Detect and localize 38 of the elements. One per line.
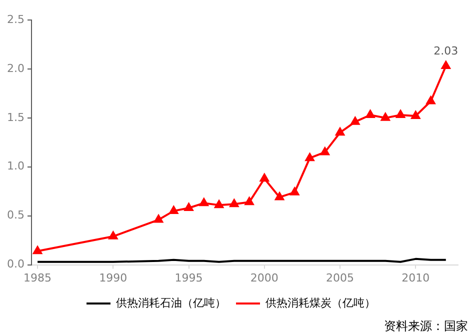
- x-tick-label: 1990: [99, 271, 128, 284]
- point: [33, 246, 42, 254]
- y-tick-label: 0.5: [6, 208, 24, 222]
- point: [199, 198, 208, 206]
- point: [441, 61, 450, 70]
- y-tick-label: 1.5: [6, 110, 24, 124]
- x-tick-label: 1995: [174, 271, 203, 284]
- point: [320, 147, 330, 156]
- point: [260, 174, 269, 182]
- point: [426, 96, 436, 104]
- point: [230, 199, 239, 208]
- point: [244, 197, 254, 206]
- x-tick-label: 2000: [250, 271, 278, 284]
- point: [305, 153, 314, 162]
- legend-label: 供热消耗煤炭（亿吨）: [266, 296, 376, 310]
- point: [275, 192, 284, 200]
- y-tick-label: 2.0: [6, 62, 24, 75]
- x-tick-label: 1985: [24, 271, 52, 284]
- point: [366, 110, 375, 118]
- point: [169, 206, 178, 214]
- point: [411, 110, 420, 119]
- y-tick-label: 2.5: [6, 12, 24, 26]
- point: [350, 116, 360, 125]
- point: [184, 203, 194, 212]
- point: [214, 200, 224, 208]
- point: [290, 187, 300, 196]
- point: [336, 128, 344, 136]
- data-label: 2.03: [434, 44, 458, 58]
- point: [396, 110, 405, 118]
- legend-label: 供热消耗石油（亿吨）: [116, 296, 226, 310]
- text: 资料来源：国家: [384, 319, 468, 334]
- y-tick-label: 0.0: [6, 258, 24, 271]
- x-tick-label: 2005: [326, 271, 354, 284]
- point: [108, 231, 118, 240]
- point: [154, 214, 163, 223]
- x-tick-label: 2010: [402, 271, 430, 284]
- y-tick-label: 1.0: [6, 160, 24, 173]
- point: [380, 112, 390, 121]
